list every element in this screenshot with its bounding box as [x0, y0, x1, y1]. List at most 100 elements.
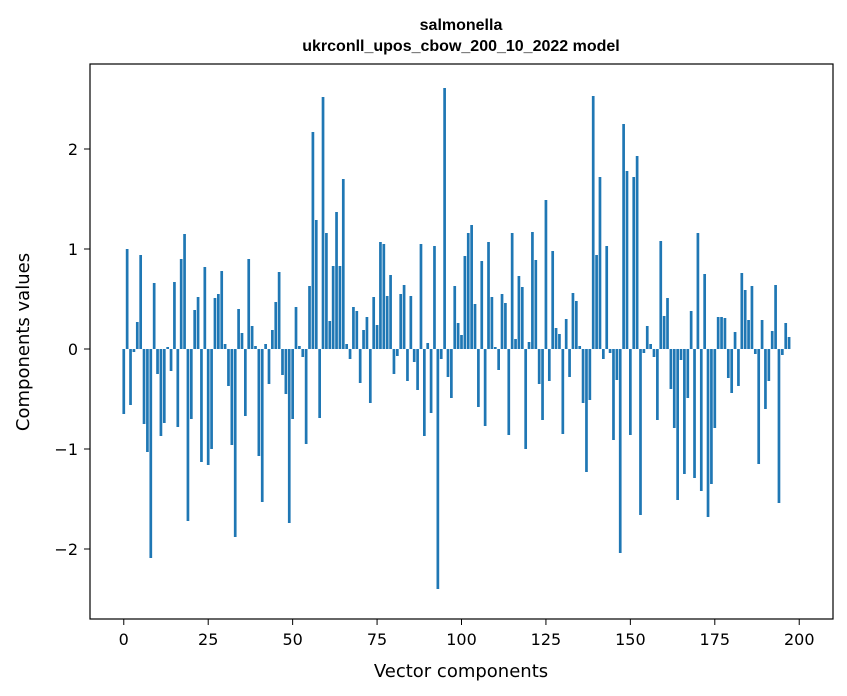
bar — [277, 272, 281, 349]
bar — [240, 333, 244, 349]
bar — [166, 347, 170, 349]
bar — [142, 349, 146, 424]
bar — [125, 249, 129, 349]
bar — [760, 320, 764, 349]
bar — [767, 349, 771, 381]
bar — [169, 349, 173, 371]
x-tick-label: 150 — [615, 630, 646, 649]
bar — [146, 349, 149, 452]
bar — [490, 297, 494, 349]
bar — [497, 349, 500, 370]
bar — [696, 233, 700, 349]
bar — [247, 259, 251, 349]
bar — [561, 349, 565, 434]
bar — [338, 266, 342, 349]
bar — [355, 311, 359, 349]
y-tick-label: −2 — [54, 540, 78, 559]
bar — [544, 200, 548, 349]
bar — [122, 349, 126, 414]
bar — [385, 296, 389, 349]
bar — [257, 349, 261, 456]
bar — [173, 282, 176, 349]
bar — [622, 124, 625, 349]
x-axis-ticks: 0 25 50 75 100 125 150 175 200 — [119, 619, 815, 649]
bar — [260, 349, 264, 502]
bar — [162, 349, 166, 423]
bar — [699, 349, 703, 491]
bar — [710, 349, 713, 484]
bar — [399, 294, 403, 349]
bar — [500, 294, 504, 349]
bar — [206, 349, 210, 465]
bar — [632, 177, 636, 349]
bar — [477, 349, 480, 407]
y-tick-label: 1 — [68, 240, 78, 259]
x-tick-label: 200 — [784, 630, 815, 649]
bar — [406, 349, 409, 381]
bar — [551, 251, 555, 349]
bar — [777, 349, 781, 503]
bar — [298, 346, 301, 349]
bar — [605, 246, 609, 349]
bar — [504, 303, 507, 349]
bar — [446, 349, 450, 377]
bar — [683, 349, 686, 474]
bar — [345, 344, 349, 349]
bar — [379, 242, 382, 349]
bar — [264, 344, 267, 349]
bar — [693, 349, 696, 478]
bar — [608, 349, 612, 353]
bar — [335, 212, 338, 349]
bar — [659, 241, 663, 349]
chart-title-line2: ukrconll_upos_cbow_200_10_2022 model — [302, 38, 619, 55]
bar — [230, 349, 234, 445]
x-tick-label: 175 — [700, 630, 731, 649]
x-tick-label: 125 — [531, 630, 562, 649]
bar — [325, 233, 328, 349]
bar — [156, 349, 159, 374]
bar — [200, 349, 203, 462]
bar — [129, 349, 132, 405]
bar — [585, 349, 588, 472]
bar — [578, 346, 582, 349]
bar — [770, 331, 774, 349]
bar — [450, 349, 453, 398]
bar — [764, 349, 767, 409]
y-tick-label: −1 — [54, 440, 78, 459]
bar — [564, 319, 568, 349]
bar — [676, 349, 679, 500]
bar — [730, 349, 734, 393]
bar — [774, 285, 777, 349]
bar — [558, 334, 561, 349]
bar — [541, 349, 544, 420]
bar — [574, 301, 578, 349]
bar — [433, 246, 436, 349]
bar — [642, 349, 646, 353]
bar — [460, 335, 463, 349]
bar — [439, 349, 443, 359]
bar — [443, 88, 446, 349]
bar — [656, 349, 659, 420]
bar — [341, 179, 345, 349]
bar — [179, 259, 183, 349]
bar — [652, 349, 656, 357]
bar — [368, 349, 372, 403]
bar — [318, 349, 321, 418]
bar — [463, 256, 467, 349]
bar — [571, 293, 575, 349]
bar — [416, 349, 419, 390]
bar — [389, 275, 392, 349]
bar — [271, 330, 274, 349]
bar — [612, 349, 615, 440]
bar — [402, 285, 406, 349]
bar — [419, 244, 423, 349]
bar — [311, 132, 315, 349]
bar — [203, 267, 207, 349]
bar — [213, 298, 217, 349]
bar — [139, 255, 143, 349]
bar — [706, 349, 710, 517]
bar — [149, 349, 153, 558]
bar — [237, 309, 240, 349]
bar — [723, 318, 727, 349]
